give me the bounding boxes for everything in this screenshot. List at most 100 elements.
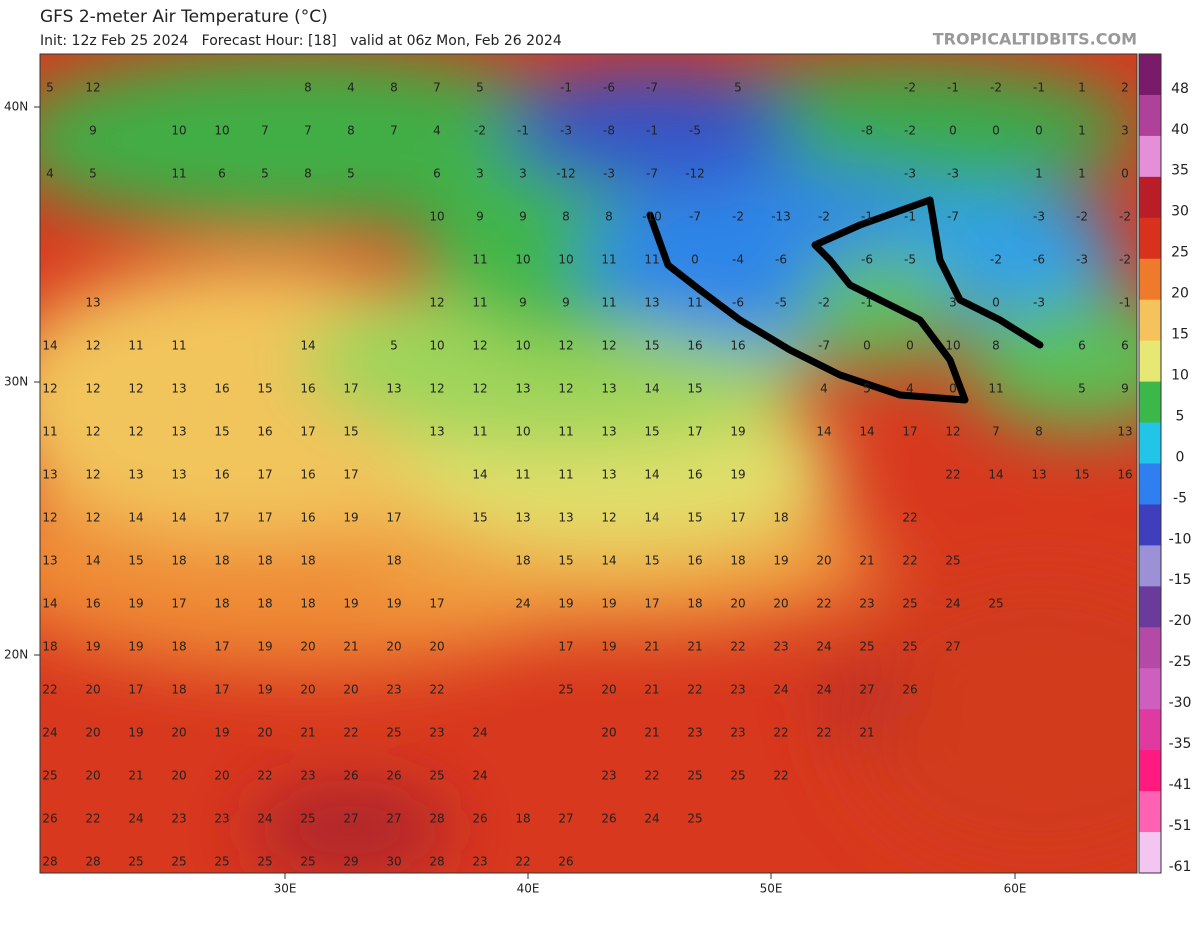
temperature-label: 13 (171, 468, 186, 482)
temperature-label: -1 (560, 81, 572, 95)
temperature-label: 25 (687, 812, 702, 826)
temperature-label: 17 (687, 425, 702, 439)
temperature-label: 0 (992, 296, 1000, 310)
temperature-label: 30 (386, 855, 401, 869)
temperature-label: 26 (472, 812, 487, 826)
temperature-label: 10 (945, 339, 960, 353)
temperature-label: 11 (472, 296, 487, 310)
colorbar-segment (1139, 54, 1161, 96)
temperature-label: -8 (861, 124, 873, 138)
temperature-label: 24 (472, 769, 487, 783)
lat-label: 20N (4, 648, 28, 662)
lat-label: 40N (4, 100, 28, 114)
lon-label: 30E (274, 882, 297, 896)
colorbar-segment (1139, 176, 1161, 219)
temperature-label: 22 (85, 812, 100, 826)
temperature-label: 19 (128, 597, 143, 611)
temperature-label: 14 (644, 382, 659, 396)
temperature-label: 21 (343, 640, 358, 654)
temperature-label: 9 (1121, 382, 1129, 396)
temperature-label: 20 (343, 683, 358, 697)
temperature-label: -2 (1076, 210, 1088, 224)
colorbar-label: -35 (1169, 736, 1192, 752)
temperature-label: 25 (386, 726, 401, 740)
temperature-label: 12 (945, 425, 960, 439)
temperature-label: 0 (691, 253, 699, 267)
temperature-label: 25 (128, 855, 143, 869)
temperature-label: 10 (429, 210, 444, 224)
temperature-label: 12 (472, 339, 487, 353)
temperature-label: -7 (646, 81, 658, 95)
temperature-label: 16 (214, 468, 229, 482)
temperature-label: 1 (1078, 81, 1086, 95)
temperature-label: 25 (429, 769, 444, 783)
temperature-label: 5 (46, 81, 54, 95)
temperature-label: 8 (1035, 425, 1043, 439)
temperature-label: 7 (992, 425, 1000, 439)
temperature-label: 16 (300, 511, 315, 525)
temperature-label: 12 (128, 382, 143, 396)
temperature-label: 13 (1117, 425, 1132, 439)
temperature-label: 5 (347, 167, 355, 181)
temperature-label: 28 (85, 855, 100, 869)
temperature-label: -5 (689, 124, 701, 138)
temperature-label: 20 (171, 769, 186, 783)
temperature-label: 13 (429, 425, 444, 439)
temperature-label: 11 (644, 253, 659, 267)
temperature-label: -7 (646, 167, 658, 181)
temperature-label: 14 (85, 554, 100, 568)
temperature-label: 0 (1121, 167, 1129, 181)
temperature-label: 22 (343, 726, 358, 740)
temperature-label: 17 (128, 683, 143, 697)
temperature-label: 11 (42, 425, 57, 439)
temperature-label: 20 (601, 726, 616, 740)
temperature-label: 9 (562, 296, 570, 310)
temperature-label: -3 (603, 167, 615, 181)
temperature-label: 20 (85, 769, 100, 783)
temperature-label: 27 (343, 812, 358, 826)
temperature-label: 18 (687, 597, 702, 611)
temperature-label: 13 (558, 511, 573, 525)
colorbar-segment (1139, 504, 1161, 546)
temperature-label: 1 (1078, 167, 1086, 181)
temperature-label: 22 (902, 511, 917, 525)
colorbar-label: -30 (1169, 695, 1192, 711)
temperature-label: 16 (300, 468, 315, 482)
colorbar-frame (1138, 53, 1162, 874)
temperature-label: 18 (257, 597, 272, 611)
temperature-label: 18 (730, 554, 745, 568)
temperature-label: 20 (730, 597, 745, 611)
temperature-label: 23 (214, 812, 229, 826)
temperature-label: 28 (429, 812, 444, 826)
temperature-label: 0 (949, 124, 957, 138)
temperature-label: 6 (433, 167, 441, 181)
temperature-label: 11 (687, 296, 702, 310)
temperature-label: 20 (386, 640, 401, 654)
temperature-label: 23 (472, 855, 487, 869)
temperature-label: 17 (171, 597, 186, 611)
temperature-label: -1 (1119, 296, 1131, 310)
temperature-label: 13 (171, 425, 186, 439)
temperature-label: 0 (906, 339, 914, 353)
colorbar-segment (1139, 94, 1161, 137)
temperature-label: 18 (515, 554, 530, 568)
temperature-label: 17 (214, 640, 229, 654)
temperature-label: 25 (42, 769, 57, 783)
temperature-label: 17 (257, 468, 272, 482)
temperature-label: 11 (171, 167, 186, 181)
temperature-label: 15 (687, 382, 702, 396)
temperature-label: 15 (257, 382, 272, 396)
temperature-label: 15 (343, 425, 358, 439)
temperature-label: -2 (732, 210, 744, 224)
temperature-label: 13 (601, 425, 616, 439)
temperature-label: 13 (42, 554, 57, 568)
colorbar-segment (1139, 381, 1161, 424)
temperature-label: 5 (863, 382, 871, 396)
temperature-label: 17 (343, 382, 358, 396)
temperature-label: 2 (1121, 81, 1129, 95)
temperature-label: 26 (386, 769, 401, 783)
temperature-label: -3 (947, 167, 959, 181)
temperature-label: -6 (732, 296, 744, 310)
temperature-label: 3 (1121, 124, 1129, 138)
temperature-label: 12 (85, 382, 100, 396)
